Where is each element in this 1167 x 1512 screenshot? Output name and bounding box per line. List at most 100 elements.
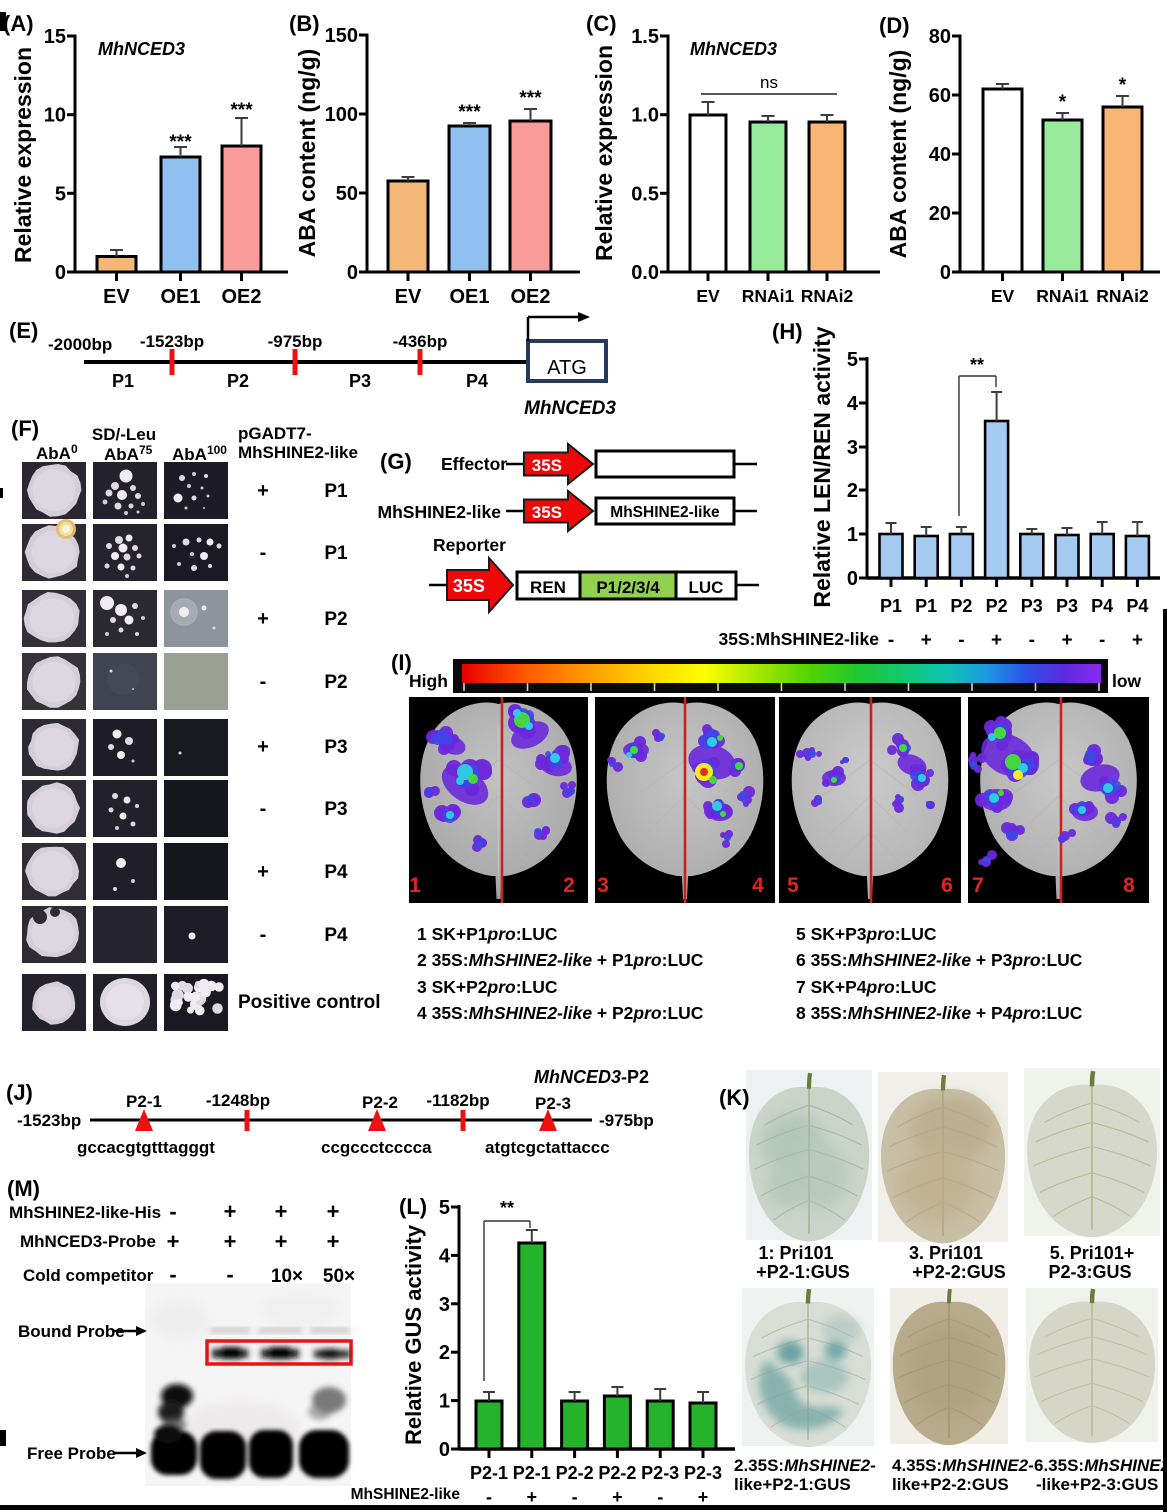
svg-text:(A): (A)	[3, 11, 34, 36]
svg-text:atgtcgctattaccc: atgtcgctattaccc	[485, 1138, 610, 1157]
svg-text:+: +	[327, 1199, 340, 1224]
svg-text:(K): (K)	[719, 1085, 750, 1110]
svg-text:-: -	[958, 630, 964, 651]
svg-text:RNAi2: RNAi2	[801, 286, 854, 306]
svg-text:4 35S:MhSHINE2-like + P2pro:LU: 4 35S:MhSHINE2-like + P2pro:LUC	[417, 1003, 704, 1023]
svg-text:pGADT7-: pGADT7-	[238, 424, 312, 443]
svg-text:EV: EV	[696, 286, 720, 306]
svg-text:3. Pri101: 3. Pri101	[909, 1243, 983, 1263]
svg-text:80: 80	[929, 26, 951, 48]
svg-text:-: -	[888, 630, 894, 651]
svg-text:REN: REN	[530, 578, 566, 597]
svg-text:1: 1	[409, 874, 421, 897]
svg-text:7 SK+P4pro:LUC: 7 SK+P4pro:LUC	[796, 977, 937, 997]
svg-text:-: -	[1099, 630, 1105, 651]
svg-text:***: ***	[458, 102, 481, 123]
svg-text:1: 1	[439, 1391, 450, 1413]
svg-text:8 35S:MhSHINE2-like + P4pro:LU: 8 35S:MhSHINE2-like + P4pro:LUC	[796, 1003, 1083, 1023]
svg-text:P2-1: P2-1	[126, 1092, 162, 1111]
svg-text:5: 5	[787, 874, 799, 897]
svg-text:(E): (E)	[9, 318, 38, 343]
svg-text:(G): (G)	[380, 449, 412, 474]
svg-text:+: +	[275, 1229, 288, 1254]
svg-text:low: low	[1112, 671, 1142, 691]
svg-text:P3: P3	[324, 799, 347, 820]
svg-text:2.35S:MhSHINE2-: 2.35S:MhSHINE2-	[734, 1456, 876, 1475]
svg-text:**: **	[500, 1198, 514, 1218]
svg-text:3: 3	[597, 874, 609, 897]
svg-text:-975bp: -975bp	[268, 332, 323, 351]
svg-text:1.0: 1.0	[631, 105, 659, 127]
svg-text:P2-3: P2-3	[684, 1463, 722, 1483]
svg-text:7: 7	[972, 874, 984, 897]
svg-text:***: ***	[169, 132, 192, 153]
svg-text:(J): (J)	[6, 1080, 33, 1105]
svg-text:2: 2	[847, 480, 858, 502]
svg-text:MhSHINE2-like: MhSHINE2-like	[610, 504, 720, 521]
svg-text:4: 4	[439, 1245, 451, 1267]
svg-text:0.0: 0.0	[631, 262, 659, 284]
svg-text:+: +	[275, 1199, 288, 1224]
svg-text:P3: P3	[349, 371, 371, 391]
svg-text:P2-1: P2-1	[470, 1463, 508, 1483]
svg-text:EV: EV	[103, 286, 130, 308]
svg-text:20: 20	[929, 203, 951, 225]
svg-text:***: ***	[230, 100, 253, 121]
svg-text:**: **	[970, 355, 984, 375]
svg-text:(M): (M)	[7, 1176, 40, 1201]
svg-text:150: 150	[325, 25, 358, 47]
svg-text:MhNCED3-P2: MhNCED3-P2	[534, 1067, 649, 1087]
svg-text:P3: P3	[1021, 596, 1043, 616]
svg-text:+: +	[257, 736, 269, 758]
svg-text:P1: P1	[324, 481, 348, 502]
svg-text:3: 3	[847, 437, 858, 459]
svg-text:6.35S:MhSHINE2: 6.35S:MhSHINE2	[1034, 1456, 1167, 1475]
svg-text:+: +	[1061, 630, 1072, 651]
svg-text:RNAi1: RNAi1	[1036, 286, 1089, 306]
svg-text:P1: P1	[324, 543, 348, 564]
svg-text:P4: P4	[1091, 596, 1113, 616]
svg-text:(F): (F)	[11, 416, 39, 441]
svg-text:35S: 35S	[532, 503, 562, 522]
svg-text:-: -	[486, 1487, 492, 1507]
svg-text:like+P2-1:GUS: like+P2-1:GUS	[734, 1475, 851, 1494]
svg-text:OE2: OE2	[221, 286, 261, 308]
svg-text:+P2-2:GUS: +P2-2:GUS	[912, 1262, 1006, 1282]
svg-text:35S: 35S	[453, 576, 485, 596]
svg-text:ATG: ATG	[547, 357, 587, 379]
svg-text:2: 2	[439, 1342, 450, 1364]
svg-text:-like+P2-3:GUS: -like+P2-3:GUS	[1036, 1475, 1158, 1494]
svg-text:3: 3	[439, 1294, 450, 1316]
svg-text:5: 5	[55, 183, 66, 205]
svg-text:-975bp: -975bp	[599, 1111, 654, 1130]
svg-text:gccacgtgtttagggt: gccacgtgtttagggt	[77, 1138, 215, 1157]
svg-text:Relative GUS activity: Relative GUS activity	[401, 1224, 426, 1445]
svg-text:4.35S:MhSHINE2-: 4.35S:MhSHINE2-	[892, 1456, 1034, 1475]
svg-text:5. Pri101+: 5. Pri101+	[1050, 1243, 1135, 1263]
svg-text:-1248bp: -1248bp	[206, 1091, 270, 1110]
svg-text:Relative expression: Relative expression	[591, 45, 617, 261]
svg-text:RNAi2: RNAi2	[1096, 286, 1149, 306]
svg-text:RNAi1: RNAi1	[742, 286, 795, 306]
svg-text:ABA content (ng/g): ABA content (ng/g)	[294, 49, 320, 258]
svg-text:MhNCED3: MhNCED3	[98, 39, 185, 59]
svg-text:Relative LEN/REN activity: Relative LEN/REN activity	[809, 326, 835, 607]
svg-text:P2-3: P2-3	[535, 1094, 571, 1113]
svg-text:P2-2: P2-2	[556, 1463, 594, 1483]
svg-text:(L): (L)	[399, 1194, 427, 1219]
svg-text:ABA content (ng/g): ABA content (ng/g)	[885, 50, 911, 259]
svg-text:ns: ns	[760, 73, 778, 92]
svg-text:Bound Probe: Bound Probe	[18, 1322, 125, 1341]
svg-text:Relative expression: Relative expression	[10, 47, 36, 263]
svg-text:Reporter: Reporter	[433, 535, 506, 555]
svg-text:+: +	[527, 1487, 538, 1507]
svg-text:MhSHINE2-like: MhSHINE2-like	[378, 502, 502, 522]
svg-text:MhNCED3: MhNCED3	[690, 39, 777, 59]
svg-text:-: -	[260, 542, 267, 564]
svg-text:35S: 35S	[532, 456, 562, 475]
svg-text:OE1: OE1	[449, 286, 489, 308]
svg-text:AbA0: AbA0	[36, 442, 78, 463]
svg-text:+: +	[224, 1229, 237, 1254]
svg-text:SD/-Leu: SD/-Leu	[92, 425, 156, 444]
svg-text:+: +	[1132, 630, 1143, 651]
